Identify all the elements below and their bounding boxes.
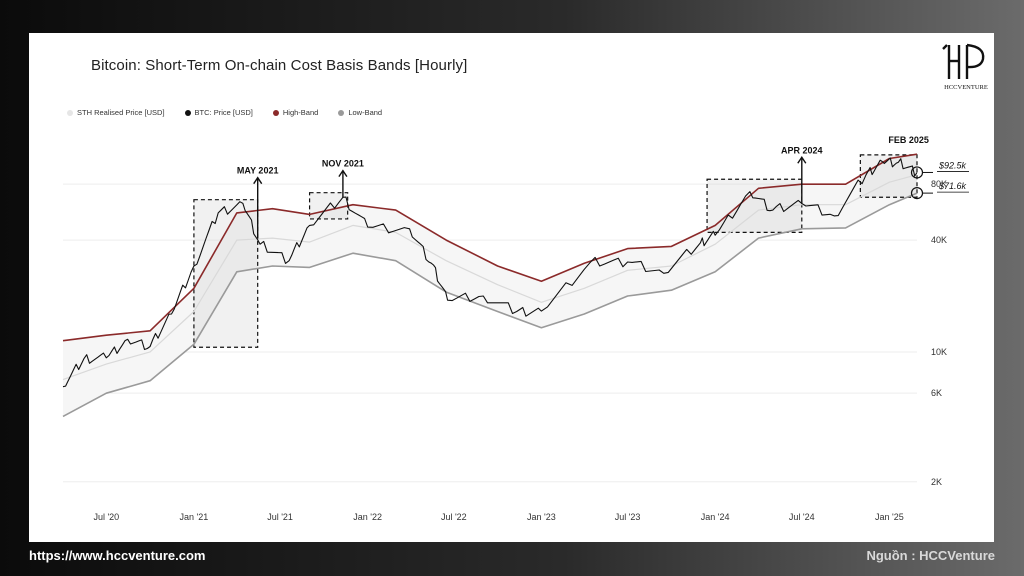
annotation-box-3 [859,154,918,198]
legend-item-price[interactable]: BTC: Price [USD] [184,108,253,117]
y-tick-label-4: 80K [931,179,947,189]
annotation-box-0 [193,199,259,348]
value-label-1: $71.6k [938,181,967,191]
footer-source-credit: Nguồn : HCCVenture [866,548,995,563]
chart-plot-area: MAY 2021 NOV 2021 APR 2024 FEB 2025 $92.5k $7… [62,135,969,522]
annotation-label-1: NOV 2021 [322,159,364,169]
annotation-label-0: MAY 2021 [237,166,279,176]
y-tick-label-2: 10K [931,347,947,357]
value-marker-1 [910,187,924,200]
legend-swatch-sth [67,109,73,116]
annotation-arrowhead-0 [253,176,263,185]
x-tick-label-0: Jul '20 [93,512,119,522]
low-band-line [62,192,918,418]
legend-item-high[interactable]: High-Band [272,108,319,117]
y-tick-label-1: 6K [931,388,942,398]
band-fill-area [63,154,917,417]
legend-label-high: High-Band [282,108,319,117]
x-tick-label-7: Jan '24 [701,512,730,522]
legend-label-low: Low-Band [348,108,383,117]
y-tick-label-3: 40K [931,235,947,245]
high-band-line [62,153,918,342]
x-tick-label-4: Jul '22 [441,512,467,522]
annotation-arrowhead-2 [797,156,807,164]
legend-item-sth[interactable]: STH Realised Price [USD] [67,108,165,117]
footer-website-link[interactable]: https://www.hccventure.com [29,548,206,563]
legend-item-low[interactable]: Low-Band [338,108,382,117]
chart-card: Bitcoin: Short-Term On-chain Cost Basis … [29,33,994,542]
legend-swatch-high [272,109,279,116]
x-tick-label-5: Jan '23 [527,512,556,522]
chart-title: Bitcoin: Short-Term On-chain Cost Basis … [91,57,468,74]
value-marker-0 [910,166,924,179]
chart-legend: STH Realised Price [USD] BTC: Price [USD… [67,108,382,117]
x-tick-label-3: Jan '22 [353,512,382,522]
annotation-box-2 [706,178,803,234]
value-label-0: $92.5k [938,160,967,170]
y-tick-label-0: 2K [931,477,942,487]
brand-name: HCCVENTURE [944,84,988,91]
legend-swatch-low [338,109,345,116]
x-tick-label-1: Jan '21 [180,512,209,522]
annotation-label-3: FEB 2025 [888,135,929,145]
sth-realised-price-line [62,174,918,381]
x-tick-label-2: Jul '21 [267,512,293,522]
btc-price-line [62,157,918,388]
x-tick-label-8: Jul '24 [789,512,815,522]
annotation-label-2: APR 2024 [781,145,823,155]
legend-label-price: BTC: Price [USD] [194,108,253,117]
legend-swatch-price [184,109,191,116]
brand-logo: HCCVENTURE [942,43,988,91]
x-tick-label-6: Jul '23 [615,512,641,522]
x-tick-label-9: Jan '25 [875,512,904,522]
annotation-arrowhead-1 [338,169,348,178]
legend-label-sth: STH Realised Price [USD] [77,108,165,117]
